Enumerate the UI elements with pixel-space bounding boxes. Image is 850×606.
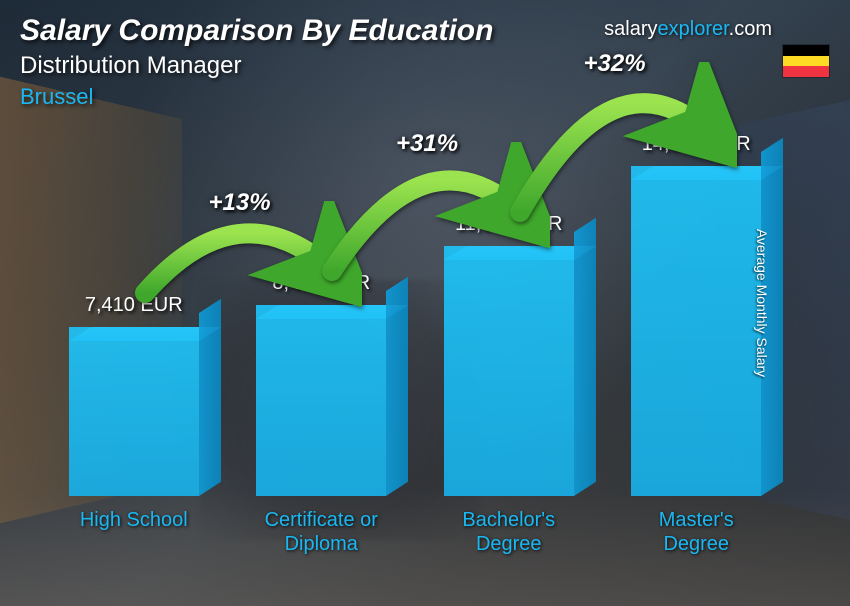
flag-stripe-2	[783, 56, 829, 67]
bar-side-face	[574, 218, 596, 496]
bar-front-face	[256, 305, 386, 496]
bar-label: Certificate orDiploma	[265, 508, 378, 556]
flag-stripe-3	[783, 66, 829, 77]
brand-part3: .com	[729, 18, 772, 40]
brand-part1: salary	[604, 18, 657, 40]
flag-icon	[782, 44, 830, 78]
increase-label: +32%	[584, 50, 646, 78]
header: Salary Comparison By Education Distribut…	[20, 14, 493, 110]
increase-label: +13%	[209, 189, 271, 217]
bar	[256, 305, 386, 496]
brand-part2: explorer	[658, 18, 729, 40]
bar-front-face	[69, 327, 199, 496]
bar	[69, 327, 199, 496]
bar-slot: 7,410 EURHigh School	[40, 294, 228, 556]
chart-title: Salary Comparison By Education	[20, 14, 493, 48]
flag-stripe-1	[783, 45, 829, 56]
bar-label: High School	[80, 508, 188, 556]
y-axis-label: Average Monthly Salary	[754, 229, 770, 377]
bar-label: Master'sDegree	[659, 508, 734, 556]
increase-arc	[490, 62, 738, 252]
chart-location: Brussel	[20, 84, 493, 110]
brand-logo: salaryexplorer.com	[604, 18, 772, 41]
bar-label: Bachelor'sDegree	[462, 508, 555, 556]
chart-subtitle: Distribution Manager	[20, 52, 493, 80]
increase-label: +31%	[396, 130, 458, 158]
